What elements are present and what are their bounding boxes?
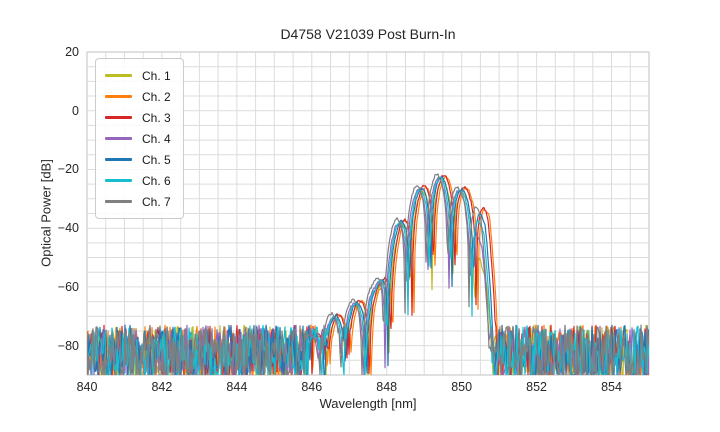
y-tick-label: 20 <box>65 45 79 59</box>
legend-line-swatch <box>105 95 132 98</box>
x-tick-label: 846 <box>301 380 323 394</box>
legend-label: Ch. 1 <box>142 68 171 83</box>
y-tick-label: −80 <box>57 338 79 353</box>
y-tick-label: −40 <box>57 221 79 236</box>
legend-label: Ch. 6 <box>142 173 171 188</box>
chart-title: D4758 V21039 Post Burn-In <box>280 26 456 42</box>
x-tick-label: 844 <box>226 380 248 394</box>
series-line-ch-6 <box>87 176 649 375</box>
legend-line-swatch <box>105 158 132 161</box>
legend-label: Ch. 2 <box>142 89 171 104</box>
legend-item: Ch. 4 <box>105 128 171 149</box>
legend-line-swatch <box>105 137 132 140</box>
x-tick-label: 850 <box>451 380 473 394</box>
x-tick-label: 848 <box>376 380 398 394</box>
legend-label: Ch. 7 <box>142 194 171 209</box>
x-tick-label: 854 <box>601 380 622 394</box>
legend-line-swatch <box>105 74 132 77</box>
legend-label: Ch. 3 <box>142 110 171 125</box>
y-tick-label: −60 <box>57 279 79 294</box>
legend-label: Ch. 4 <box>142 131 171 146</box>
legend-item: Ch. 6 <box>105 170 171 191</box>
legend-item: Ch. 5 <box>105 149 171 170</box>
legend-label: Ch. 5 <box>142 152 171 167</box>
series-line-ch-7 <box>87 173 649 375</box>
legend-line-swatch <box>105 116 132 119</box>
legend-line-swatch <box>105 200 132 203</box>
x-tick-label: 842 <box>151 380 173 394</box>
legend-item: Ch. 1 <box>105 65 171 86</box>
legend-item: Ch. 2 <box>105 86 171 107</box>
legend-item: Ch. 7 <box>105 191 171 212</box>
legend-line-swatch <box>105 179 132 182</box>
x-tick-label: 852 <box>526 380 548 394</box>
x-tick-label: 840 <box>76 380 98 394</box>
y-tick-label: −20 <box>57 162 79 177</box>
y-tick-label: 0 <box>72 103 79 118</box>
series-lines <box>87 173 649 375</box>
legend: Ch. 1 Ch. 2 Ch. 3 Ch. 4 Ch. 5 Ch. 6 Ch. 7 <box>95 58 184 219</box>
legend-item: Ch. 3 <box>105 107 171 128</box>
x-axis-label: Wavelength [nm] <box>319 396 417 411</box>
